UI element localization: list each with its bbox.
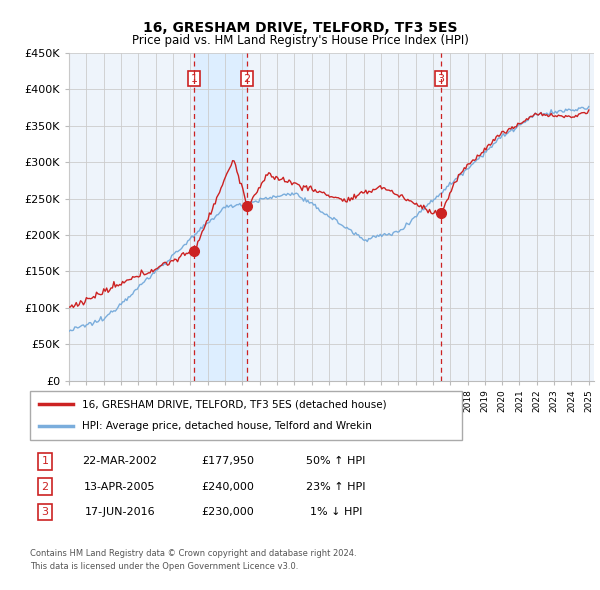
Text: 3: 3 [437, 74, 445, 84]
Text: 1% ↓ HPI: 1% ↓ HPI [310, 507, 362, 517]
Text: 3: 3 [41, 507, 49, 517]
Text: This data is licensed under the Open Government Licence v3.0.: This data is licensed under the Open Gov… [30, 562, 298, 571]
Text: 16, GRESHAM DRIVE, TELFORD, TF3 5ES: 16, GRESHAM DRIVE, TELFORD, TF3 5ES [143, 21, 457, 35]
Text: 50% ↑ HPI: 50% ↑ HPI [307, 457, 365, 466]
FancyBboxPatch shape [30, 391, 462, 440]
Text: £240,000: £240,000 [202, 482, 254, 491]
Text: 1: 1 [191, 74, 197, 84]
Text: 22-MAR-2002: 22-MAR-2002 [83, 457, 157, 466]
Text: 2: 2 [244, 74, 251, 84]
Text: 16, GRESHAM DRIVE, TELFORD, TF3 5ES (detached house): 16, GRESHAM DRIVE, TELFORD, TF3 5ES (det… [82, 399, 386, 409]
Text: Contains HM Land Registry data © Crown copyright and database right 2024.: Contains HM Land Registry data © Crown c… [30, 549, 356, 558]
Bar [194, 53, 247, 381]
Text: 2: 2 [41, 482, 49, 491]
Text: 13-APR-2005: 13-APR-2005 [84, 482, 156, 491]
Text: 1: 1 [41, 457, 49, 466]
Text: HPI: Average price, detached house, Telford and Wrekin: HPI: Average price, detached house, Telf… [82, 421, 372, 431]
Text: £177,950: £177,950 [202, 457, 254, 466]
Text: £230,000: £230,000 [202, 507, 254, 517]
Text: 17-JUN-2016: 17-JUN-2016 [85, 507, 155, 517]
Text: Price paid vs. HM Land Registry's House Price Index (HPI): Price paid vs. HM Land Registry's House … [131, 34, 469, 47]
Text: 23% ↑ HPI: 23% ↑ HPI [306, 482, 366, 491]
